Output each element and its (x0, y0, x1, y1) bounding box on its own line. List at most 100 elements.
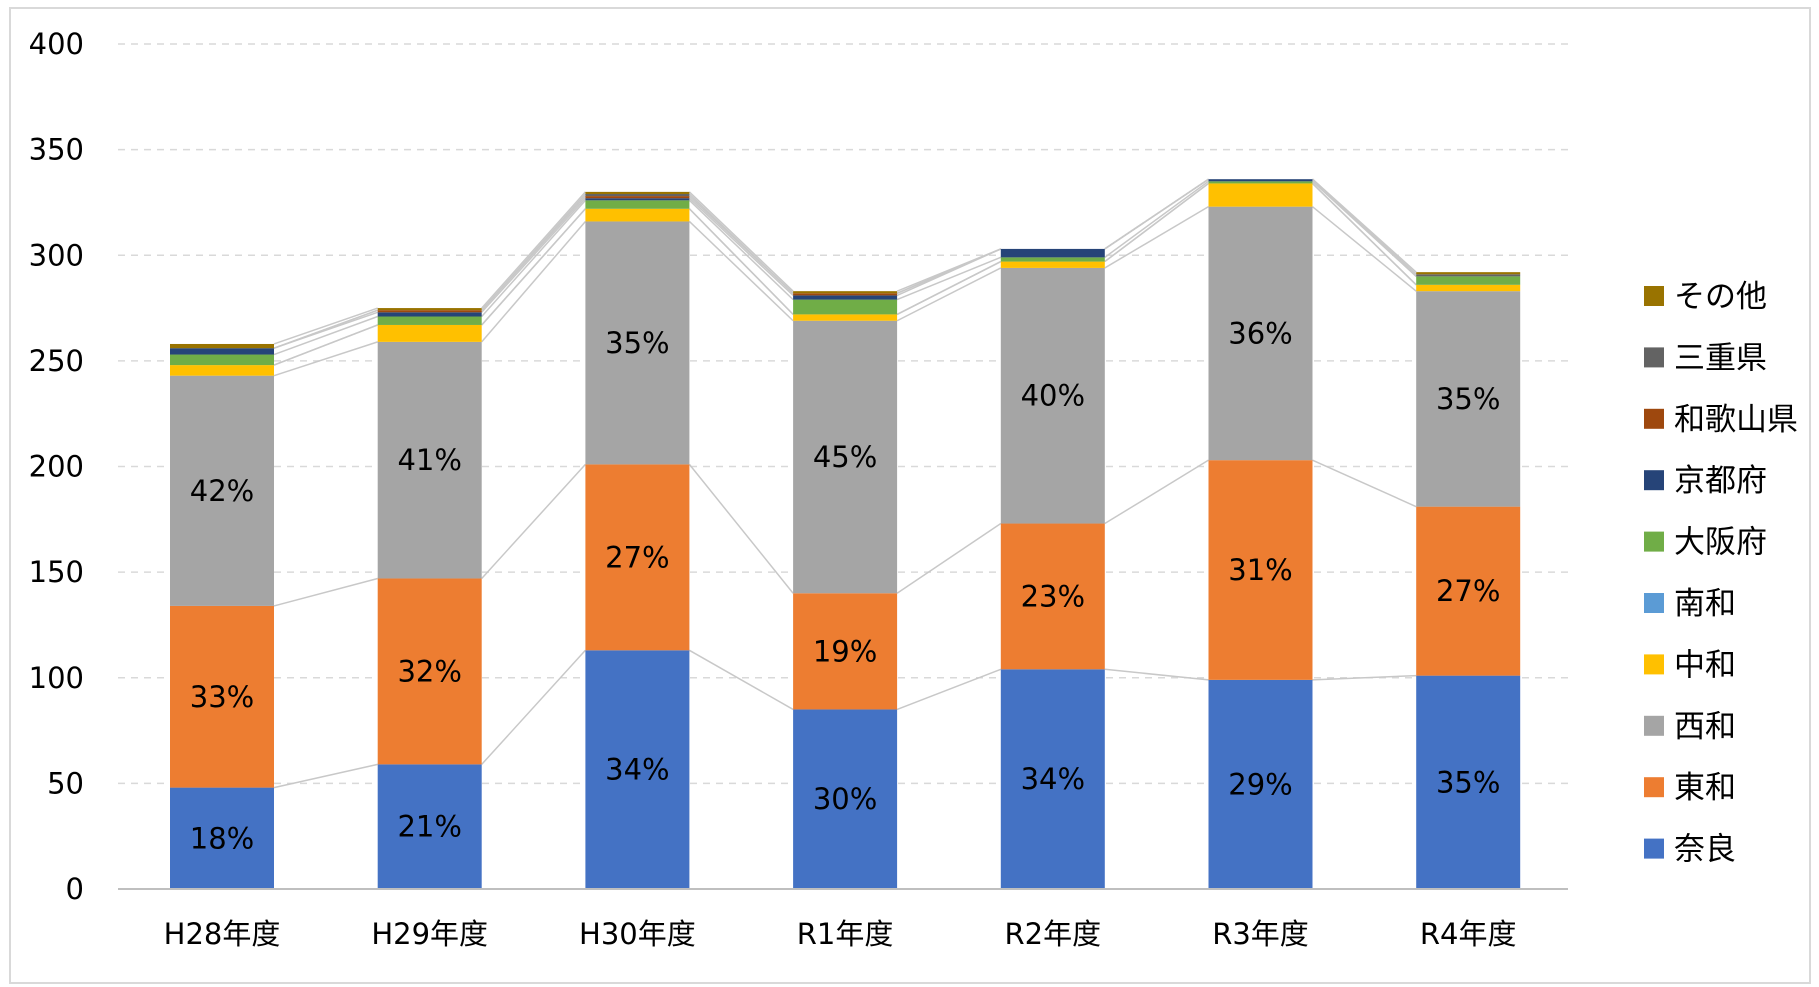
series-line-6 (481, 197, 586, 313)
bar-segment (585, 464, 690, 651)
legend-label: 中和 (1674, 647, 1736, 683)
x-tick-label: H28年度 (164, 917, 281, 951)
legend-label: 大阪府 (1674, 525, 1767, 561)
series-line-0 (896, 668, 1002, 711)
series-line-1 (1312, 459, 1417, 508)
bar-segment (585, 191, 690, 194)
legend-swatch (1644, 838, 1664, 859)
data-label: 19% (813, 634, 877, 668)
x-tick-label: R2年度 (1004, 917, 1101, 951)
series-line-0 (273, 763, 378, 789)
series-line-8 (688, 193, 794, 294)
bar-segment (377, 578, 482, 765)
series-line-9 (481, 191, 586, 309)
series-line-4 (896, 260, 1002, 316)
chart-frame (9, 7, 1811, 984)
legend-label: 京都府 (1674, 463, 1767, 499)
series-line-4 (273, 324, 378, 366)
series-line-2 (1312, 206, 1417, 292)
bar-segment (1208, 460, 1313, 680)
series-line-5 (1104, 180, 1209, 258)
legend-swatch (1644, 593, 1664, 613)
legend-swatch (1644, 470, 1664, 491)
series-line-1 (688, 463, 794, 594)
series-line-5 (273, 315, 378, 356)
data-label: 34% (605, 753, 669, 787)
legend-item: 中和 (1644, 647, 1736, 683)
data-label: 21% (397, 810, 461, 844)
bar-segment (1416, 276, 1521, 285)
series-line-9 (688, 191, 794, 292)
y-tick-label: 200 (29, 450, 84, 484)
x-tick-label: H30年度 (579, 917, 696, 951)
series-line-2 (896, 267, 1002, 322)
series-line-0 (689, 649, 794, 711)
series-line-9 (273, 307, 378, 345)
data-label: 30% (813, 782, 877, 816)
series-line-0 (481, 649, 586, 765)
bar-segment (585, 221, 690, 465)
series-lines (273, 178, 1417, 789)
x-tick-label: R3年度 (1212, 917, 1309, 951)
bar-segment (793, 320, 898, 594)
series-line-5 (688, 199, 794, 301)
series-line-4 (688, 208, 794, 315)
y-tick-label: 300 (29, 238, 84, 272)
series-line-5 (481, 199, 586, 318)
bar-segment (585, 200, 690, 209)
bar-segment (1000, 669, 1105, 889)
bar-segment (1416, 272, 1521, 275)
bar-segment (1208, 181, 1313, 184)
series-line-6 (688, 197, 794, 296)
legend-item: 京都府 (1644, 463, 1767, 499)
legend-swatch (1644, 531, 1664, 552)
bar-segment (1416, 284, 1521, 292)
data-label: 27% (1436, 574, 1500, 608)
legend-item: 三重県 (1644, 340, 1767, 376)
data-label: 29% (1228, 767, 1292, 801)
series-line-1 (273, 577, 378, 607)
data-label: 23% (1021, 579, 1085, 613)
bar-segment (377, 341, 482, 579)
bar-segment (170, 348, 274, 355)
series-line-5 (896, 256, 1002, 301)
data-label: 34% (1021, 762, 1085, 796)
bar-segment (170, 343, 274, 349)
series-line-8 (273, 309, 378, 349)
y-tick-label: 50 (47, 766, 84, 800)
legend-item: 和歌山県 (1644, 402, 1798, 438)
series-line-9 (1104, 178, 1209, 250)
bar-segment (793, 314, 898, 321)
bar-segment (585, 193, 690, 197)
bar-segment (1416, 675, 1521, 889)
series-line-9 (1311, 178, 1417, 273)
bar-segment (1208, 206, 1313, 461)
y-tick-label: 100 (29, 661, 84, 695)
data-label: 42% (190, 474, 254, 508)
series-line-0 (1312, 674, 1417, 681)
bar-segment (1208, 183, 1313, 207)
bar-segment (1000, 257, 1105, 262)
legend-swatch (1644, 347, 1664, 368)
series-line-1 (896, 522, 1002, 594)
data-label: 41% (397, 443, 461, 477)
bar-segment (585, 208, 690, 222)
bar-segment (377, 764, 482, 889)
x-tick-label: R4年度 (1420, 917, 1517, 951)
legend-label: 東和 (1674, 770, 1736, 806)
bar-segment (793, 291, 898, 294)
legend-swatch (1644, 286, 1664, 306)
bar-segment (1416, 506, 1521, 676)
bar-segment (585, 198, 690, 201)
series-line-2 (688, 220, 794, 322)
y-tick-label: 250 (29, 344, 84, 378)
bar-segment (1208, 179, 1313, 182)
series-line-4 (481, 208, 586, 326)
bar-segment (793, 709, 898, 889)
series-line-4 (1104, 182, 1209, 263)
legend-item: その他 (1644, 279, 1767, 315)
bar-segment (377, 310, 482, 313)
series-line-8 (481, 193, 586, 311)
